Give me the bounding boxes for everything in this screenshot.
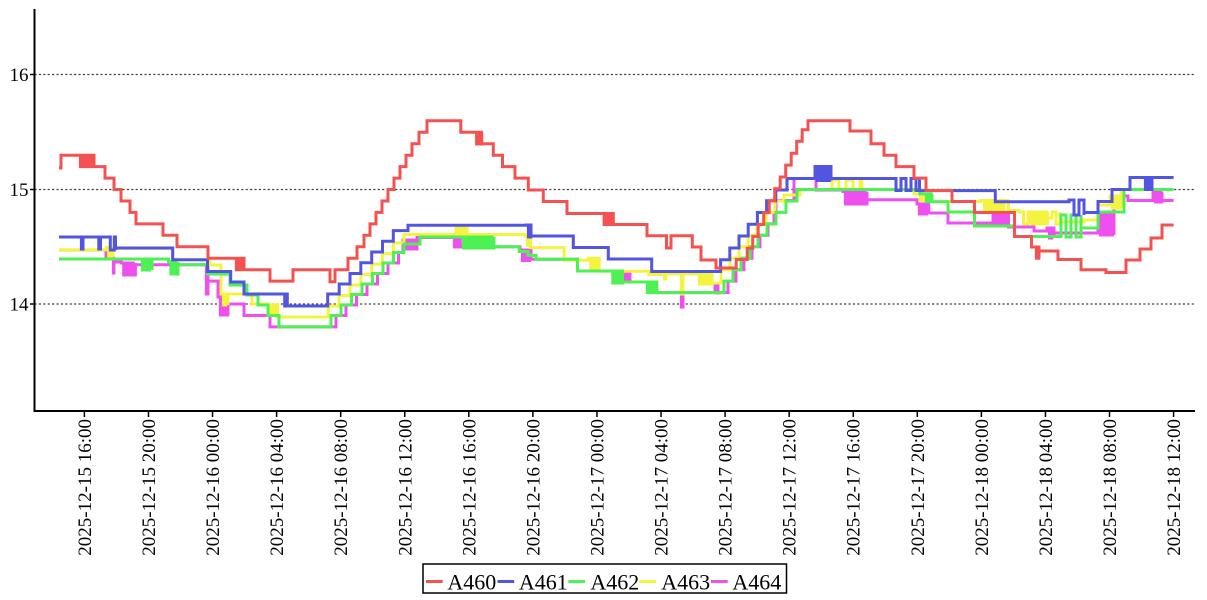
svg-text:2025-12-18 04:00: 2025-12-18 04:00 <box>1036 419 1057 556</box>
svg-text:2025-12-18 08:00: 2025-12-18 08:00 <box>1100 419 1121 556</box>
svg-text:2025-12-15 16:00: 2025-12-15 16:00 <box>75 419 96 556</box>
svg-text:2025-12-16 00:00: 2025-12-16 00:00 <box>203 419 224 556</box>
svg-text:2025-12-17 20:00: 2025-12-17 20:00 <box>908 419 929 556</box>
svg-text:2025-12-18 12:00: 2025-12-18 12:00 <box>1164 419 1185 556</box>
svg-text:2025-12-16 08:00: 2025-12-16 08:00 <box>331 419 352 556</box>
svg-text:15: 15 <box>10 180 29 201</box>
svg-text:A462: A462 <box>590 570 639 595</box>
svg-text:16: 16 <box>10 65 29 86</box>
svg-text:2025-12-15 20:00: 2025-12-15 20:00 <box>139 419 160 556</box>
svg-text:A460: A460 <box>447 570 496 595</box>
svg-text:2025-12-16 20:00: 2025-12-16 20:00 <box>523 419 544 556</box>
svg-text:2025-12-17 12:00: 2025-12-17 12:00 <box>780 419 801 556</box>
svg-text:2025-12-16 04:00: 2025-12-16 04:00 <box>267 419 288 556</box>
svg-text:14: 14 <box>10 294 30 315</box>
svg-text:2025-12-17 00:00: 2025-12-17 00:00 <box>587 419 608 556</box>
svg-text:2025-12-17 16:00: 2025-12-17 16:00 <box>844 419 865 556</box>
svg-text:2025-12-17 08:00: 2025-12-17 08:00 <box>716 419 737 556</box>
svg-text:2025-12-16 12:00: 2025-12-16 12:00 <box>395 419 416 556</box>
svg-text:A464: A464 <box>732 570 781 595</box>
svg-text:A461: A461 <box>519 570 568 595</box>
svg-text:2025-12-17 04:00: 2025-12-17 04:00 <box>652 419 673 556</box>
svg-text:2025-12-18 00:00: 2025-12-18 00:00 <box>972 419 993 556</box>
svg-text:2025-12-16 16:00: 2025-12-16 16:00 <box>459 419 480 556</box>
svg-text:A463: A463 <box>661 570 710 595</box>
